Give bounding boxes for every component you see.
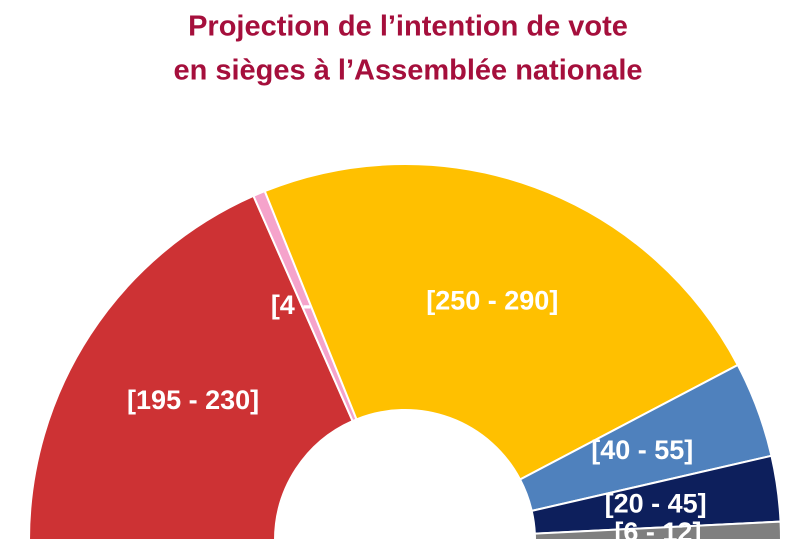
- chart-title: Projection de l’intention de vote: [188, 11, 628, 43]
- seat-segment: [263, 163, 740, 481]
- seat-segment: [533, 520, 783, 541]
- value-label: [195 - 230]: [127, 385, 259, 415]
- value-label: [20 - 45]: [605, 488, 707, 518]
- value-label: [40 - 55]: [591, 435, 693, 465]
- value-label: [6 - 12]: [614, 517, 701, 547]
- seat-segment: [27, 194, 354, 541]
- value-label: [250 - 290]: [426, 286, 558, 316]
- chart-title: en sièges à l’Assemblée nationale: [173, 55, 642, 87]
